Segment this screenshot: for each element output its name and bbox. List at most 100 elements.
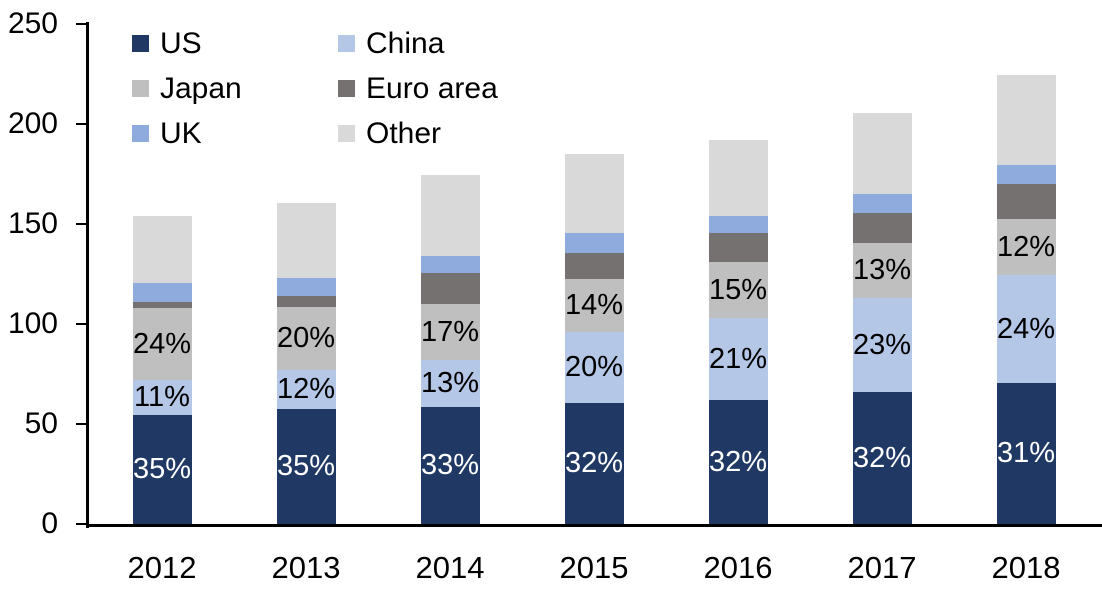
bar-segment-other-2014 [420,175,480,256]
bar-segment-other-2016 [708,140,768,216]
legend-swatch-icon [338,125,355,142]
x-axis-category-label: 2014 [415,550,485,585]
bar-segment-japan-2015: 14% [564,279,624,332]
bar-segment-china-2015: 20% [564,332,624,403]
bar-segment-other-2017 [852,113,912,194]
segment-value-label: 12% [276,373,336,405]
bar-segment-japan-2013: 20% [276,307,336,370]
y-axis-line [86,22,89,528]
bar-segment-euro-area-2014 [420,273,480,304]
segment-value-label: 15% [708,273,768,306]
legend-item-other: Other [338,116,498,150]
legend-item-euro-area: Euro area [338,71,498,105]
bar-segment-japan-2016: 15% [708,262,768,318]
legend-swatch-icon [132,35,149,52]
segment-value-label: 24% [132,327,192,360]
bar-segment-uk-2013 [276,278,336,296]
bar-segment-us-2016: 32% [708,400,768,524]
segment-value-label: 32% [852,441,912,474]
segment-value-label: 35% [276,450,336,482]
bar-segment-euro-area-2013 [276,296,336,307]
segment-value-label: 32% [708,445,768,478]
bar-segment-china-2016: 21% [708,318,768,400]
y-axis-tick-label: 100 [7,307,58,340]
bar-segment-other-2015 [564,154,624,233]
legend-label: US [160,26,202,60]
legend-item-china: China [338,26,498,60]
segment-value-label: 21% [708,342,768,375]
bar-segment-china-2013: 12% [276,370,336,409]
bar-segment-uk-2016 [708,216,768,233]
y-axis-tick [76,523,86,525]
bar-segment-other-2012 [132,216,192,283]
x-axis-category-label: 2012 [127,550,197,585]
segment-value-label: 17% [420,315,480,348]
bar-segment-euro-area-2016 [708,233,768,262]
y-axis-tick [76,123,86,125]
bar-segment-euro-area-2012 [132,302,192,308]
legend-label: UK [160,116,202,150]
segment-value-label: 20% [276,322,336,354]
bar-segment-us-2018: 31% [996,383,1056,524]
y-axis-tick-label: 200 [7,107,58,140]
segment-value-label: 13% [420,367,480,399]
bar-segment-china-2017: 23% [852,298,912,392]
legend-label: Other [366,116,442,150]
bar-segment-euro-area-2018 [996,184,1056,219]
segment-value-label: 13% [852,254,912,286]
bar-segment-us-2012: 35% [132,415,192,524]
legend-swatch-icon [338,35,355,52]
y-axis-tick [76,323,86,325]
segment-value-label: 23% [852,328,912,361]
legend-label: Euro area [366,71,498,105]
x-axis-category-label: 2016 [703,550,773,585]
x-axis-line [86,524,1102,527]
x-axis-category-label: 2018 [991,550,1061,585]
bar-segment-uk-2018 [996,165,1056,184]
bar-segment-japan-2012: 24% [132,308,192,380]
bar-segment-china-2018: 24% [996,275,1056,383]
legend-item-uk: UK [132,116,338,150]
bar-segment-japan-2017: 13% [852,243,912,298]
segment-value-label: 12% [996,230,1056,263]
segment-value-label: 20% [564,351,624,383]
segment-value-label: 32% [564,447,624,479]
segment-value-label: 11% [134,381,190,413]
bar-segment-china-2012: 11% [132,380,192,415]
segment-value-label: 31% [996,437,1056,469]
y-axis-tick-label: 250 [7,7,58,40]
bar-segment-uk-2017 [852,194,912,213]
segment-value-label: 35% [132,453,192,485]
x-axis-category-label: 2013 [271,550,341,585]
legend-swatch-icon [338,80,355,97]
bar-segment-other-2018 [996,75,1056,165]
y-axis-tick-label: 0 [41,507,58,540]
bar-segment-uk-2015 [564,233,624,253]
bar-segment-japan-2018: 12% [996,219,1056,275]
y-axis-tick-label: 150 [7,207,58,240]
bar-segment-japan-2014: 17% [420,304,480,360]
legend-swatch-icon [132,80,149,97]
legend-swatch-icon [132,125,149,142]
y-axis-tick-label: 50 [24,407,58,440]
bar-segment-euro-area-2017 [852,213,912,243]
segment-value-label: 14% [564,289,624,321]
bar-segment-china-2014: 13% [420,360,480,407]
y-axis-tick [76,423,86,425]
legend-item-japan: Japan [132,71,338,105]
legend: US China Japan Euro area UK Other [132,21,498,156]
legend-label: China [366,26,445,60]
bar-segment-us-2017: 32% [852,392,912,524]
legend-item-us: US [132,26,338,60]
y-axis-tick [76,23,86,25]
x-axis-category-label: 2017 [847,550,917,585]
bar-segment-uk-2014 [420,256,480,273]
bar-segment-us-2014: 33% [420,407,480,524]
bar-segment-euro-area-2015 [564,253,624,279]
bar-segment-us-2015: 32% [564,403,624,524]
legend-label: Japan [160,71,242,105]
x-axis-category-label: 2015 [559,550,629,585]
bar-segment-other-2013 [276,203,336,278]
y-axis-tick [76,223,86,225]
